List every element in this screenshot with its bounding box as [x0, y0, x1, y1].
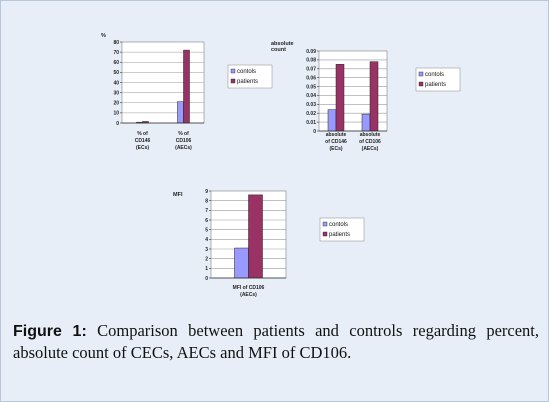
- category-label: (ECs): [136, 145, 149, 151]
- legend-label-patients: patients: [329, 232, 350, 238]
- y-tick-label: 2: [205, 256, 208, 262]
- category-label: of CD106: [359, 139, 381, 145]
- legend-label-controls: contols: [237, 69, 256, 75]
- y-tick-label: 0.08: [306, 58, 316, 64]
- category-label: (AECs): [362, 146, 379, 152]
- category-label: CD146: [135, 138, 151, 144]
- y-tick-label: 0.05: [306, 84, 316, 90]
- caption-label: Figure 1:: [13, 323, 87, 340]
- y-tick-label: 0: [313, 129, 316, 135]
- y-tick-label: 0.03: [306, 102, 316, 108]
- y-tick-label: 3: [205, 247, 208, 253]
- y-tick-label: 0.09: [306, 49, 316, 55]
- y-tick-label: 40: [113, 80, 119, 86]
- y-axis-label: MFI: [173, 192, 183, 198]
- legend-label-patients: patients: [425, 82, 446, 88]
- caption-text: Comparison between patients and controls…: [13, 321, 539, 362]
- chart-absolute-count: 0 0.01 0.02 0.03 0.04 0.05 0.06 0.07 0.08 0.09 abs…: [271, 41, 461, 152]
- legend-swatch-controls: [418, 71, 424, 77]
- y-tick-label: 0.01: [306, 120, 316, 126]
- y-tick-label: 50: [113, 70, 119, 76]
- y-axis-label: absolute: [271, 41, 294, 47]
- y-tick-label: 0.04: [306, 93, 316, 99]
- y-tick-label: 7: [205, 208, 208, 214]
- y-tick-label: 5: [205, 227, 208, 233]
- category-label: (ECs): [329, 146, 342, 152]
- legend-label-patients: patients: [237, 79, 258, 85]
- bar-controls: [234, 247, 249, 279]
- category-label: CD106: [176, 138, 192, 144]
- bar-patients: [183, 49, 190, 124]
- y-tick-label: 9: [205, 189, 208, 195]
- category-label: % of: [178, 131, 189, 137]
- bar-controls: [177, 101, 184, 124]
- y-axis-label: count: [271, 47, 286, 53]
- legend-swatch-controls: [322, 221, 328, 227]
- y-tick-label: 60: [113, 60, 119, 66]
- y-tick-label: 0: [116, 121, 119, 127]
- y-tick-label: 4: [205, 237, 208, 243]
- y-tick-label: 8: [205, 198, 208, 204]
- legend-box: [415, 67, 461, 92]
- bar-controls: [327, 109, 337, 132]
- category-label: MFI of CD106: [233, 285, 265, 291]
- category-label: of CD146: [325, 139, 347, 145]
- y-tick-label: 70: [113, 50, 119, 56]
- legend-swatch-controls: [230, 68, 236, 74]
- figure-caption: Figure 1: Comparison between patients an…: [13, 320, 539, 363]
- category-label: (AECs): [240, 292, 257, 298]
- y-tick-label: 6: [205, 218, 208, 224]
- y-tick-label: 30: [113, 90, 119, 96]
- y-tick-label: 0.07: [306, 67, 316, 73]
- legend-swatch-patients: [322, 231, 328, 237]
- y-tick-label: 20: [113, 101, 119, 107]
- legend-label-controls: contols: [329, 222, 348, 228]
- category-label: % of: [137, 131, 148, 137]
- legend-label-controls: contols: [425, 72, 444, 78]
- legend-swatch-patients: [418, 81, 424, 87]
- y-axis-label: %: [101, 33, 106, 39]
- bar-patients: [369, 61, 379, 132]
- category-label: absolute: [326, 132, 347, 138]
- category-label: (AECs): [175, 145, 192, 151]
- bar-patients: [335, 64, 345, 132]
- y-tick-label: 0.06: [306, 75, 316, 81]
- category-label: absolute: [360, 132, 381, 138]
- legend-box: [227, 64, 273, 89]
- y-tick-label: 80: [113, 40, 119, 46]
- y-tick-label: 0: [205, 276, 208, 282]
- legend-swatch-patients: [230, 78, 236, 84]
- chart-mfi: 0 1 2 3 4 5 6 7 8 9 MFI MFI of CD106(AECs) contols pa…: [173, 189, 365, 298]
- bar-patients: [248, 194, 263, 279]
- y-tick-label: 1: [205, 266, 208, 272]
- y-tick-label: 0.02: [306, 111, 316, 117]
- bar-controls: [361, 113, 371, 132]
- y-tick-label: 10: [113, 111, 119, 117]
- legend-box: [319, 217, 365, 242]
